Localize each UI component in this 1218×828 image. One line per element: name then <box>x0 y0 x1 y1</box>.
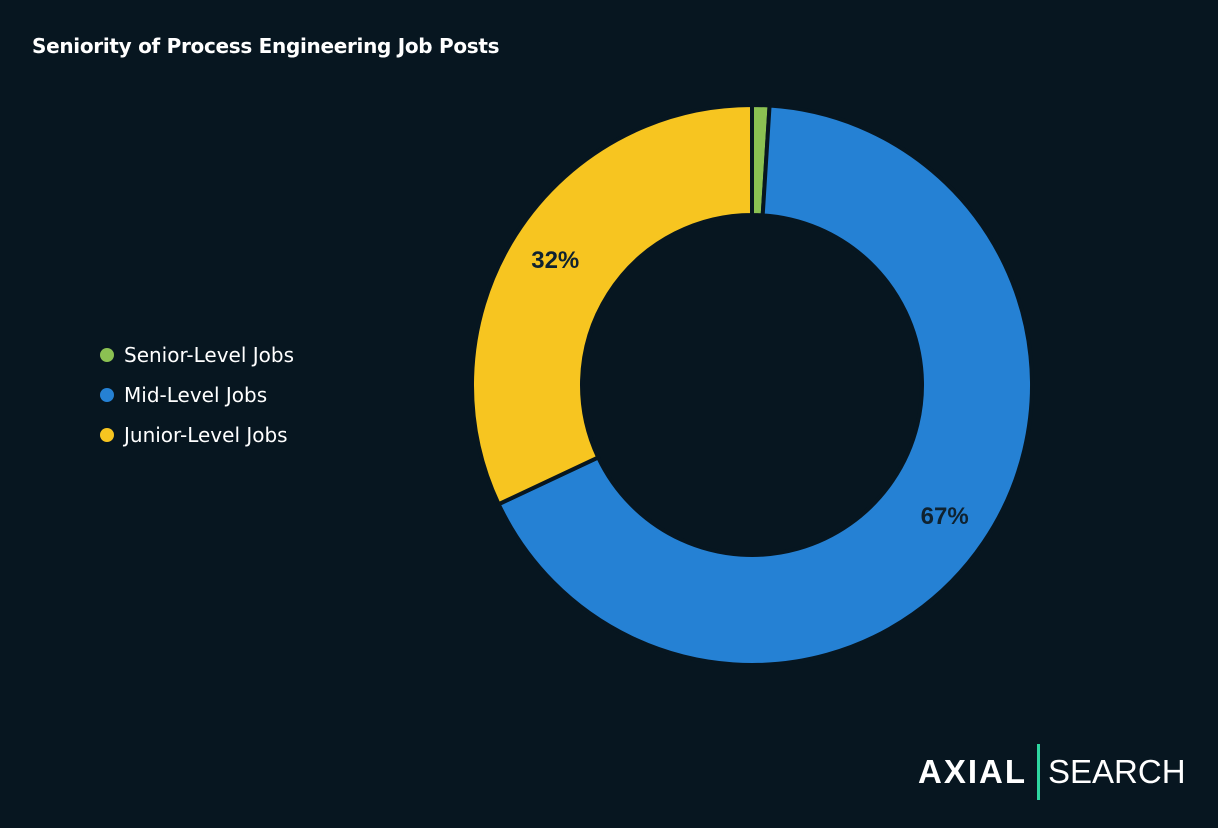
slice-mid-level-jobs[interactable] <box>495 103 1034 667</box>
legend-marker <box>100 388 114 402</box>
chart-title: Seniority of Process Engineering Job Pos… <box>32 34 500 58</box>
legend-marker <box>100 348 114 362</box>
legend-label: Senior-Level Jobs <box>124 343 295 367</box>
data-label: 67% <box>921 503 969 530</box>
logo-product: SEARCH <box>1048 753 1186 790</box>
logo-brand: AXIAL <box>918 753 1027 790</box>
legend-label: Junior-Level Jobs <box>124 423 288 447</box>
legend-item-mid[interactable]: Mid-Level Jobs <box>100 375 294 415</box>
legend-label: Mid-Level Jobs <box>124 383 268 407</box>
logo-divider <box>1037 744 1040 800</box>
legend-item-senior[interactable]: Senior-Level Jobs <box>100 335 294 375</box>
legend: Senior-Level Jobs Mid-Level Jobs Junior-… <box>100 335 294 455</box>
axial-search-logo: AXIAL SEARCH <box>918 744 1186 800</box>
data-label: 32% <box>531 247 579 274</box>
legend-item-junior[interactable]: Junior-Level Jobs <box>100 415 294 455</box>
slice-junior-level-jobs[interactable] <box>470 102 754 507</box>
legend-marker <box>100 428 114 442</box>
